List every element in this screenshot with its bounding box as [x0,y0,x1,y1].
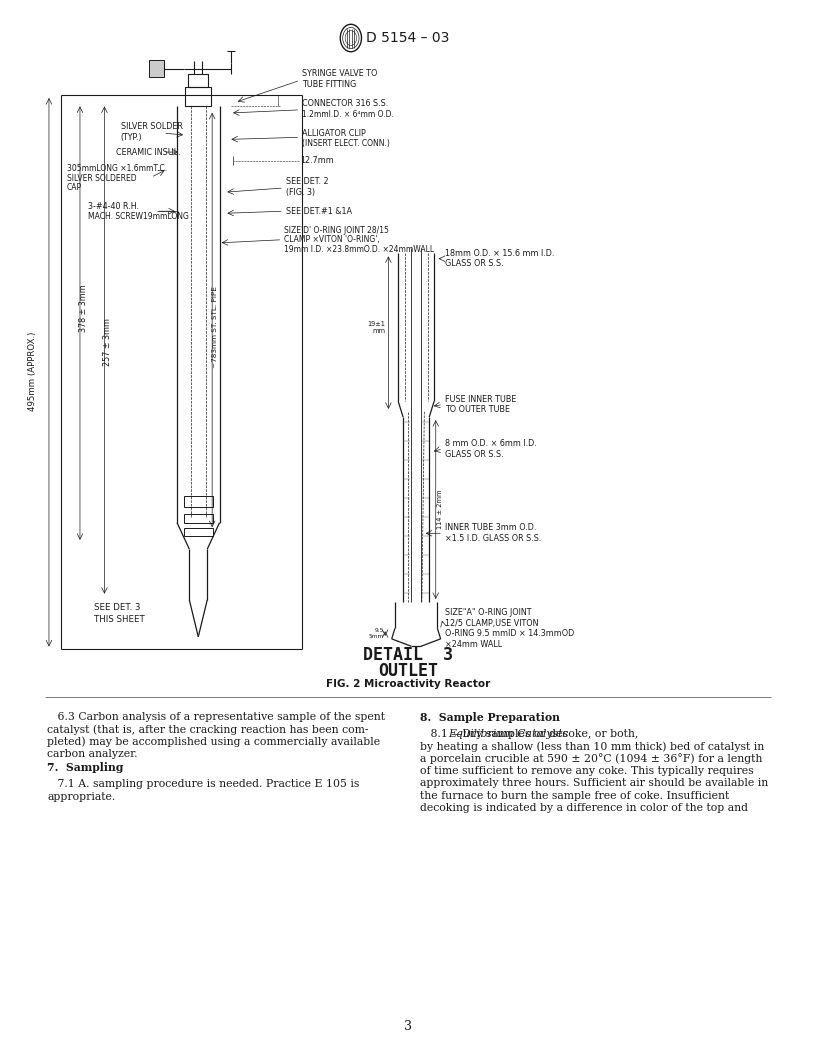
Text: pleted) may be accomplished using a commercially available: pleted) may be accomplished using a comm… [47,737,380,748]
Text: CERAMIC INSUL.: CERAMIC INSUL. [116,148,180,156]
Text: O-RING 9.5 mmID × 14.3mmOD: O-RING 9.5 mmID × 14.3mmOD [445,629,574,638]
Text: SEE DET.#1 &1A: SEE DET.#1 &1A [286,207,352,215]
Text: 257 ± 3mm: 257 ± 3mm [103,318,113,365]
Text: 9.5
5mm: 9.5 5mm [368,628,384,639]
Text: (FIG. 3): (FIG. 3) [286,188,315,196]
Text: 378 ± 3mm: 378 ± 3mm [78,284,88,333]
Text: 18mm O.D. × 15.6 mm I.D.: 18mm O.D. × 15.6 mm I.D. [445,249,554,258]
Text: 8 mm O.D. × 6mm I.D.: 8 mm O.D. × 6mm I.D. [445,439,536,448]
Text: the furnace to burn the sample free of coke. Insufficient: the furnace to burn the sample free of c… [420,791,730,800]
Text: SYRINGE VALVE TO: SYRINGE VALVE TO [302,70,377,78]
Text: ALLIGATOR CLIP: ALLIGATOR CLIP [302,129,366,137]
Bar [184,528,213,536]
Text: CAP: CAP [67,184,82,192]
Text: 19±1
mm: 19±1 mm [367,321,385,334]
Text: GLASS OR S.S.: GLASS OR S.S. [445,260,503,268]
Text: 8.1 —Dry samples or decoke, or both,: 8.1 —Dry samples or decoke, or both, [420,729,639,738]
Text: of time sufficient to remove any coke. This typically requires: of time sufficient to remove any coke. T… [420,766,754,776]
Text: SIZE"A" O-RING JOINT: SIZE"A" O-RING JOINT [445,608,531,617]
Text: TO OUTER TUBE: TO OUTER TUBE [445,406,510,414]
Text: (INSERT ELECT. CONN.): (INSERT ELECT. CONN.) [302,139,390,148]
Text: ×1.5 I.D. GLASS OR S.S.: ×1.5 I.D. GLASS OR S.S. [445,534,541,543]
Text: DETAIL  3: DETAIL 3 [363,645,453,664]
Text: 12.7mm: 12.7mm [300,156,334,165]
Bar [184,496,213,507]
Text: GLASS OR S.S.: GLASS OR S.S. [445,450,503,458]
Text: FUSE INNER TUBE: FUSE INNER TUBE [445,395,516,403]
Text: (TYP.): (TYP.) [121,133,143,142]
Text: 495mm (APPROX.): 495mm (APPROX.) [28,332,38,412]
Text: 6.3 Carbon analysis of a representative sample of the spent: 6.3 Carbon analysis of a representative … [47,712,385,721]
Text: 3-#4-40 R.H.: 3-#4-40 R.H. [88,203,139,211]
Text: 12/5 CLAMP,USE VITON: 12/5 CLAMP,USE VITON [445,619,539,627]
Text: FIG. 2 Microactivity Reactor: FIG. 2 Microactivity Reactor [326,679,490,690]
Text: D 5154 – 03: D 5154 – 03 [366,31,449,45]
Text: catalyst (that is, after the cracking reaction has been com-: catalyst (that is, after the cracking re… [47,724,369,735]
Text: decoking is indicated by a difference in color of the top and: decoking is indicated by a difference in… [420,804,748,813]
Bar [184,514,213,523]
Text: 3: 3 [404,1020,412,1033]
Text: CONNECTOR 316 S.S.: CONNECTOR 316 S.S. [302,99,388,108]
Bar [188,74,208,87]
Text: ~783mm ST. STL. PIPE: ~783mm ST. STL. PIPE [211,286,218,369]
Text: SEE DET. 2: SEE DET. 2 [286,177,328,186]
Text: SEE DET. 3: SEE DET. 3 [94,603,140,611]
Text: 114 ± 2mm: 114 ± 2mm [437,490,443,529]
Text: TUBE FITTING: TUBE FITTING [302,80,356,89]
Text: OUTLET: OUTLET [378,661,438,680]
Text: INNER TUBE 3mm O.D.: INNER TUBE 3mm O.D. [445,524,536,532]
Text: 1.2mmI.D. × 6⁴mm O.D.: 1.2mmI.D. × 6⁴mm O.D. [302,110,394,118]
Text: 7.1 A. sampling procedure is needed. Practice E 105 is: 7.1 A. sampling procedure is needed. Pra… [47,779,360,789]
Text: SILVER SOLDER: SILVER SOLDER [121,122,183,131]
Text: by heating a shallow (less than 10 mm thick) bed of catalyst in: by heating a shallow (less than 10 mm th… [420,741,765,752]
Text: ×24mm WALL: ×24mm WALL [445,640,502,648]
Text: 19mm I.D. ×23.8mmO.D. ×24mmWALL: 19mm I.D. ×23.8mmO.D. ×24mmWALL [284,245,434,253]
Text: Equilibrium Catalysts: Equilibrium Catalysts [448,729,568,738]
Text: SIZE'D' O-RING JOINT 28/15: SIZE'D' O-RING JOINT 28/15 [284,226,389,234]
Text: 7.  Sampling: 7. Sampling [47,762,124,773]
Text: CLAMP ×VITON 'O-RING',: CLAMP ×VITON 'O-RING', [284,235,379,244]
Bar [185,87,211,106]
Text: approximately three hours. Sufficient air should be available in: approximately three hours. Sufficient ai… [420,778,769,789]
Text: THIS SHEET: THIS SHEET [94,616,144,624]
Text: 8.  Sample Preparation: 8. Sample Preparation [420,712,560,722]
Text: a porcelain crucible at 590 ± 20°C (1094 ± 36°F) for a length: a porcelain crucible at 590 ± 20°C (1094… [420,754,763,765]
Text: 305mmLONG ×1.6mmT.C.: 305mmLONG ×1.6mmT.C. [67,165,167,173]
Text: appropriate.: appropriate. [47,792,116,802]
Text: SILVER SOLDERED: SILVER SOLDERED [67,174,136,183]
Bar [149,60,164,77]
Text: carbon analyzer.: carbon analyzer. [47,749,138,759]
Text: MACH. SCREW19mmLONG: MACH. SCREW19mmLONG [88,212,189,221]
